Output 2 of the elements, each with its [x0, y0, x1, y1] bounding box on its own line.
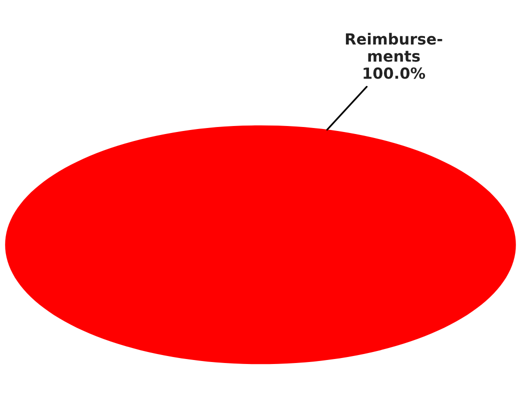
slice-label: Reimburse- ments	[346, 32, 442, 62]
data-label: 100.0%	[364, 67, 426, 79]
